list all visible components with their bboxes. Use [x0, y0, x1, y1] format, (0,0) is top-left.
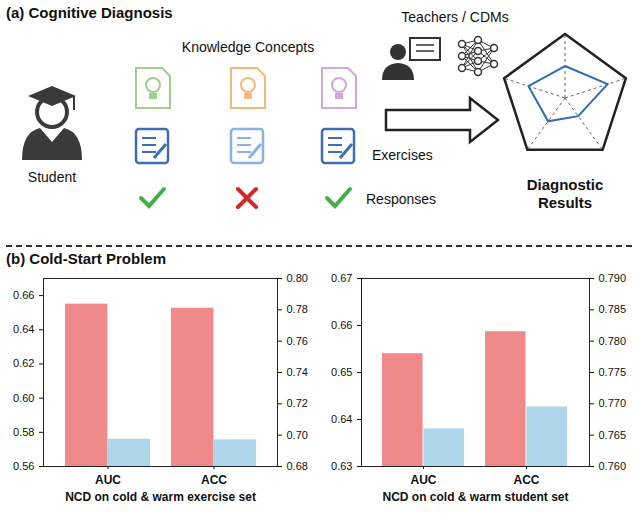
- svg-text:Teachers / CDMs: Teachers / CDMs: [401, 9, 508, 25]
- svg-text:0.62: 0.62: [13, 357, 34, 369]
- svg-text:0.785: 0.785: [599, 303, 627, 315]
- svg-text:NCD on cold & warm exercise se: NCD on cold & warm exercise set: [65, 490, 256, 504]
- svg-text:(a) Cognitive Diagnosis: (a) Cognitive Diagnosis: [6, 4, 173, 21]
- svg-text:0.80: 0.80: [287, 272, 308, 284]
- svg-text:0.74: 0.74: [287, 366, 308, 378]
- svg-text:0.72: 0.72: [287, 397, 308, 409]
- svg-text:Results: Results: [538, 194, 592, 211]
- svg-text:NCD on cold & warm student set: NCD on cold & warm student set: [382, 490, 568, 504]
- svg-text:ACC: ACC: [201, 473, 227, 487]
- svg-text:ACC: ACC: [514, 473, 540, 487]
- svg-text:Knowledge Concepts: Knowledge Concepts: [182, 39, 314, 55]
- svg-text:0.56: 0.56: [13, 460, 34, 472]
- svg-text:Exercises: Exercises: [372, 147, 433, 163]
- svg-text:0.65: 0.65: [331, 366, 352, 378]
- svg-text:0.66: 0.66: [13, 289, 34, 301]
- svg-text:AUC: AUC: [95, 473, 121, 487]
- svg-text:0.66: 0.66: [331, 319, 352, 331]
- svg-text:0.64: 0.64: [13, 323, 34, 335]
- svg-text:0.68: 0.68: [287, 460, 308, 472]
- svg-text:0.780: 0.780: [599, 335, 627, 347]
- svg-text:0.78: 0.78: [287, 303, 308, 315]
- svg-text:Diagnostic: Diagnostic: [527, 176, 604, 193]
- svg-text:AUC: AUC: [411, 473, 437, 487]
- svg-text:0.60: 0.60: [13, 392, 34, 404]
- html-text:(b) Cold-Start Problem: (b) Cold-Start Problem: [6, 250, 166, 267]
- svg-text:0.67: 0.67: [331, 272, 352, 284]
- svg-text:0.70: 0.70: [287, 429, 308, 441]
- svg-text:Student: Student: [28, 169, 76, 185]
- svg-text:0.790: 0.790: [599, 272, 627, 284]
- svg-text:0.76: 0.76: [287, 335, 308, 347]
- svg-text:0.775: 0.775: [599, 366, 627, 378]
- svg-text:0.58: 0.58: [13, 426, 34, 438]
- svg-text:0.63: 0.63: [331, 460, 352, 472]
- svg-text:0.765: 0.765: [599, 429, 627, 441]
- svg-text:0.770: 0.770: [599, 397, 627, 409]
- svg-text:0.760: 0.760: [599, 460, 627, 472]
- svg-text:Responses: Responses: [366, 191, 436, 207]
- svg-text:0.64: 0.64: [331, 413, 352, 425]
